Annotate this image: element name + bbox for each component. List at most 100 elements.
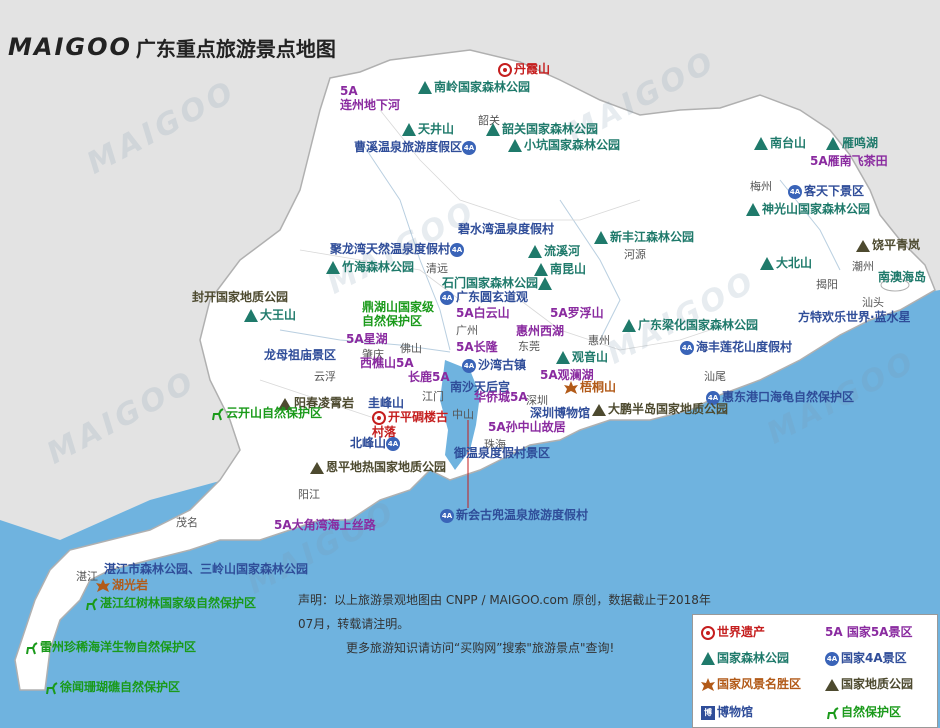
attraction-label[interactable]: 南澳海岛 [878,270,927,284]
city-label[interactable]: 茂名 [176,516,198,529]
city-label[interactable]: 汕尾 [704,370,726,383]
attraction-label[interactable]: 5A雁南飞茶田 [810,154,888,168]
attraction-label[interactable]: 神光山国家森林公园 [746,202,870,217]
attraction-label[interactable]: 4A 客天下景区 [788,184,865,199]
attraction-label[interactable]: 新丰江森林公园 [594,230,694,245]
city-label[interactable]: 佛山 [400,342,422,355]
city-label[interactable]: 汕头 [862,296,884,309]
attraction-label[interactable]: 雁鸣湖 [826,136,878,151]
attraction-label[interactable]: 5A长隆 [456,340,498,354]
city-label[interactable]: 云浮 [314,370,336,383]
4a-icon: 4A [440,508,454,523]
city-label[interactable]: 江门 [422,390,444,403]
attraction-label[interactable]: 5A罗浮山 [550,306,604,320]
attraction-label[interactable]: 4A 新会古兜温泉旅游度假村 [440,508,589,523]
5a-icon: 5A [456,340,474,354]
attraction-label[interactable]: 南昆山 [534,262,586,277]
attraction-label[interactable]: 4A 广东圆玄道观 [440,290,529,305]
attraction-label[interactable]: 南沙天后宫 [450,380,511,394]
attraction-label[interactable]: 云开山自然保护区 [210,406,322,421]
city-label[interactable]: 湛江 [76,570,98,583]
5a-icon: 5A [432,370,450,384]
city-label[interactable]: 韶关 [478,114,500,127]
mountain-icon [278,397,292,410]
attraction-label[interactable]: 韶关国家森林公园 [486,122,598,137]
city-label[interactable]: 清远 [426,262,448,275]
attraction-label[interactable]: 雷州珍稀海洋生物自然保护区 [24,640,196,655]
attraction-label[interactable]: 圭峰山 [368,396,405,410]
attraction-label[interactable]: 湛江市森林公园、三岭山国家森林公园 [104,562,309,576]
attraction-label[interactable]: 观音山 [556,350,608,365]
deer-icon [212,407,224,420]
attraction-label[interactable]: 方特欢乐世界·蓝水星 [798,310,911,324]
attraction-label[interactable]: 华侨城5A [474,390,528,404]
tree-icon [402,122,416,136]
attraction-label[interactable]: 湖光岩 [96,578,148,593]
city-label[interactable]: 深圳 [526,394,548,407]
attraction-label[interactable]: 5A [340,84,358,98]
attraction-label[interactable]: 饶平青岚 [856,238,920,253]
attraction-label[interactable]: 长鹿5A [408,370,450,384]
city-label[interactable]: 潮州 [852,260,874,273]
attraction-label[interactable]: 5A白云山 [456,306,510,320]
attraction-label[interactable]: 4A 沙湾古镇 [462,358,527,373]
city-label[interactable]: 揭阳 [816,278,838,291]
notice-line: 更多旅游知识请访问“买购网”搜索"旅游景点"查询! [346,641,615,655]
attraction-label[interactable]: 大鹏半岛国家地质公园 [592,402,728,417]
attraction-label[interactable]: 竹海森林公园 [326,260,414,275]
attraction-label[interactable]: 开平碉楼古村落 [372,410,449,439]
attraction-label[interactable]: 天井山 [402,122,454,137]
attraction-label[interactable]: 石门国家森林公园 [442,276,554,291]
tree-icon [701,651,715,665]
attraction-label[interactable]: 惠州西湖 [516,324,565,338]
attraction-label[interactable]: 阳春凌霄岩 [278,396,354,411]
attraction-label[interactable]: 曹溪温泉旅游度假区 4A [354,140,477,155]
attraction-label[interactable]: 5A孙中山故居 [488,420,566,434]
legend-item: 国家风景名胜区 [701,675,801,692]
attraction-label[interactable]: 流溪河 [528,244,580,259]
tree-icon [760,256,774,270]
4a-icon: 4A [440,290,454,305]
attraction-label[interactable]: 5A大角湾海上丝路 [274,518,376,532]
attraction-label[interactable]: 湛江红树林国家级自然保护区 [84,596,256,611]
attraction-label[interactable]: 广东梁化国家森林公园 [622,318,758,333]
city-label[interactable]: 肇庆 [362,348,384,361]
attraction-label[interactable]: 龙母祖庙景区 [264,348,337,362]
attraction-label[interactable]: 丹霞山 [498,62,550,77]
attraction-label[interactable]: 大王山 [244,308,296,323]
attraction-label[interactable]: 南台山 [754,136,806,151]
city-label[interactable]: 珠海 [484,438,506,451]
attraction-label[interactable]: 封开国家地质公园 [192,290,289,304]
4a-icon: 4A [825,651,839,666]
attraction-label[interactable]: 南岭国家森林公园 [418,80,530,95]
city-label[interactable]: 东莞 [518,340,540,353]
attraction-label[interactable]: 御温泉度假村景区 [454,446,551,460]
maple-leaf-icon [564,380,578,394]
attraction-label[interactable]: 聚龙湾天然温泉度假村 4A [330,242,465,257]
map-legend: 世界遗产 5A 国家5A景区 国家森林公园 4A 国家4A景区 国家风景名胜区 国… [692,614,938,728]
attraction-label[interactable]: 连州地下河 [340,98,401,112]
attraction-label[interactable]: 西樵山5A [360,356,414,370]
attraction-label[interactable]: 5A星湖 [346,332,388,346]
maple-leaf-icon [701,677,715,691]
city-label[interactable]: 中山 [452,408,474,421]
attraction-label[interactable]: 恩平地热国家地质公园 [310,460,446,475]
attraction-label[interactable]: 梧桐山 [564,380,616,395]
deer-icon [827,706,839,719]
city-label[interactable]: 广州 [456,324,478,337]
attraction-label[interactable]: 鼎湖山国家级自然保护区 [362,300,435,328]
attraction-label[interactable]: 北峰山 4A [350,436,401,451]
city-label[interactable]: 阳江 [298,488,320,501]
attraction-label[interactable]: 深圳博物馆 [530,406,591,420]
attraction-label[interactable]: 碧水湾温泉度假村 [458,222,555,236]
city-label[interactable]: 惠州 [588,334,610,347]
city-label[interactable]: 河源 [624,248,646,261]
city-label[interactable]: 梅州 [750,180,772,193]
attraction-label[interactable]: 大北山 [760,256,812,271]
attraction-label[interactable]: 小坑国家森林公园 [508,138,620,153]
attraction-label[interactable]: 徐闻珊瑚礁自然保护区 [44,680,180,695]
attraction-label[interactable]: 4A 海丰莲花山度假村 [680,340,793,355]
attraction-label[interactable]: 4A 惠东港口海龟自然保护区 [706,390,855,405]
attraction-label[interactable]: 5A观澜湖 [540,368,594,382]
